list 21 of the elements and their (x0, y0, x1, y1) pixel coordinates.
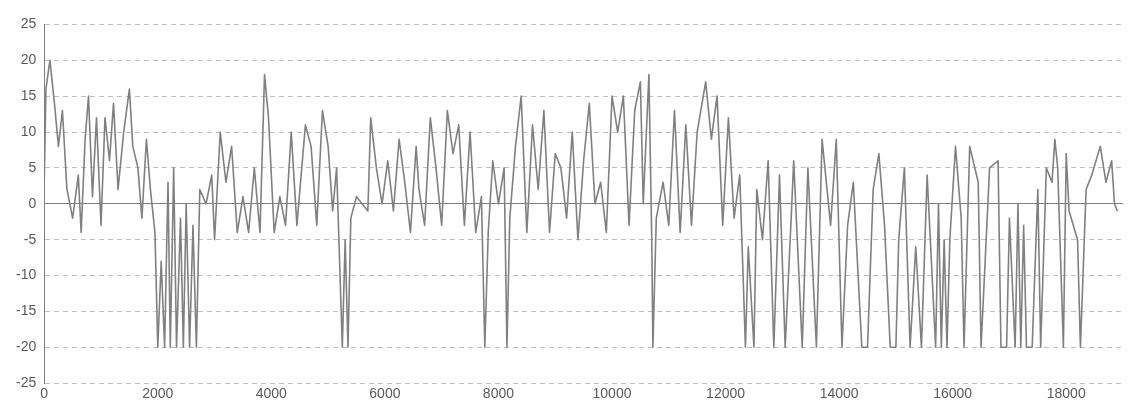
y-tick-label: 15 (20, 87, 37, 104)
x-tick-label: 16000 (933, 385, 973, 402)
y-tick-label: -10 (16, 266, 37, 283)
x-tick-label: 18000 (1046, 385, 1086, 402)
y-tick-label: -15 (16, 302, 37, 319)
x-tick-label: 10000 (592, 385, 632, 402)
x-tick-label: 14000 (819, 385, 859, 402)
y-tick-label: 0 (28, 194, 37, 211)
y-tick-label: 5 (28, 158, 37, 175)
x-tick-label: 6000 (369, 385, 401, 402)
y-tick-label: 20 (20, 51, 37, 68)
x-tick-label: 12000 (706, 385, 746, 402)
y-tick-label: -20 (16, 338, 37, 355)
x-tick-label: 0 (40, 385, 49, 402)
x-tick-label: 4000 (255, 385, 288, 402)
x-tick-label: 8000 (482, 385, 515, 402)
y-tick-label: 25 (20, 15, 37, 32)
x-tick-label: 2000 (142, 385, 174, 402)
y-tick-label: 10 (20, 122, 37, 139)
y-tick-label: -25 (16, 374, 37, 391)
y-tick-label: -5 (23, 230, 37, 247)
